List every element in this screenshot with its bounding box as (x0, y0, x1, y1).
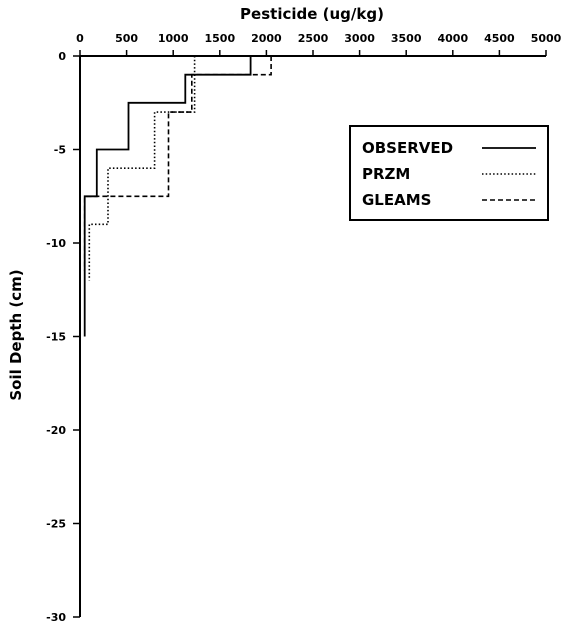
series-line-gleams (83, 56, 272, 272)
x-tick-label: 4500 (484, 32, 515, 45)
legend-box (349, 125, 549, 221)
legend-label-observed: OBSERVED (362, 139, 453, 157)
x-tick-label: 3000 (344, 32, 375, 45)
series-layer (83, 56, 272, 337)
legend: OBSERVED PRZM GLEAMS (349, 125, 549, 221)
x-tick-label: 5000 (531, 32, 562, 45)
x-tick-label: 1500 (204, 32, 235, 45)
y-tick-label: -5 (54, 144, 66, 157)
y-axis: 0 -5 -10 -15 -20 -25 -30 (46, 50, 81, 624)
x-tick-label: 3500 (391, 32, 422, 45)
y-tick-label: 0 (58, 50, 66, 63)
x-tick-label: 2500 (298, 32, 329, 45)
y-tick-label: -10 (46, 237, 66, 250)
x-tick-label: 2000 (251, 32, 282, 45)
x-tick-label: 4000 (437, 32, 468, 45)
x-tick-label: 0 (76, 32, 84, 45)
y-tick-label: -15 (46, 331, 66, 344)
x-tick-label: 1000 (158, 32, 189, 45)
y-tick-label: -30 (46, 611, 66, 624)
legend-label-przm: PRZM (362, 165, 410, 183)
x-tick-label: 500 (115, 32, 138, 45)
x-axis-title: Pesticide (ug/kg) (240, 5, 384, 23)
y-tick-label: -25 (46, 518, 66, 531)
series-line-przm (88, 56, 196, 281)
x-axis: 0 500 1000 1500 2000 2500 3000 3500 4000 4500 5000 (76, 32, 562, 57)
y-axis-title: Soil Depth (cm) (7, 269, 25, 400)
legend-label-gleams: GLEAMS (362, 191, 431, 209)
y-tick-label: -20 (46, 424, 66, 437)
